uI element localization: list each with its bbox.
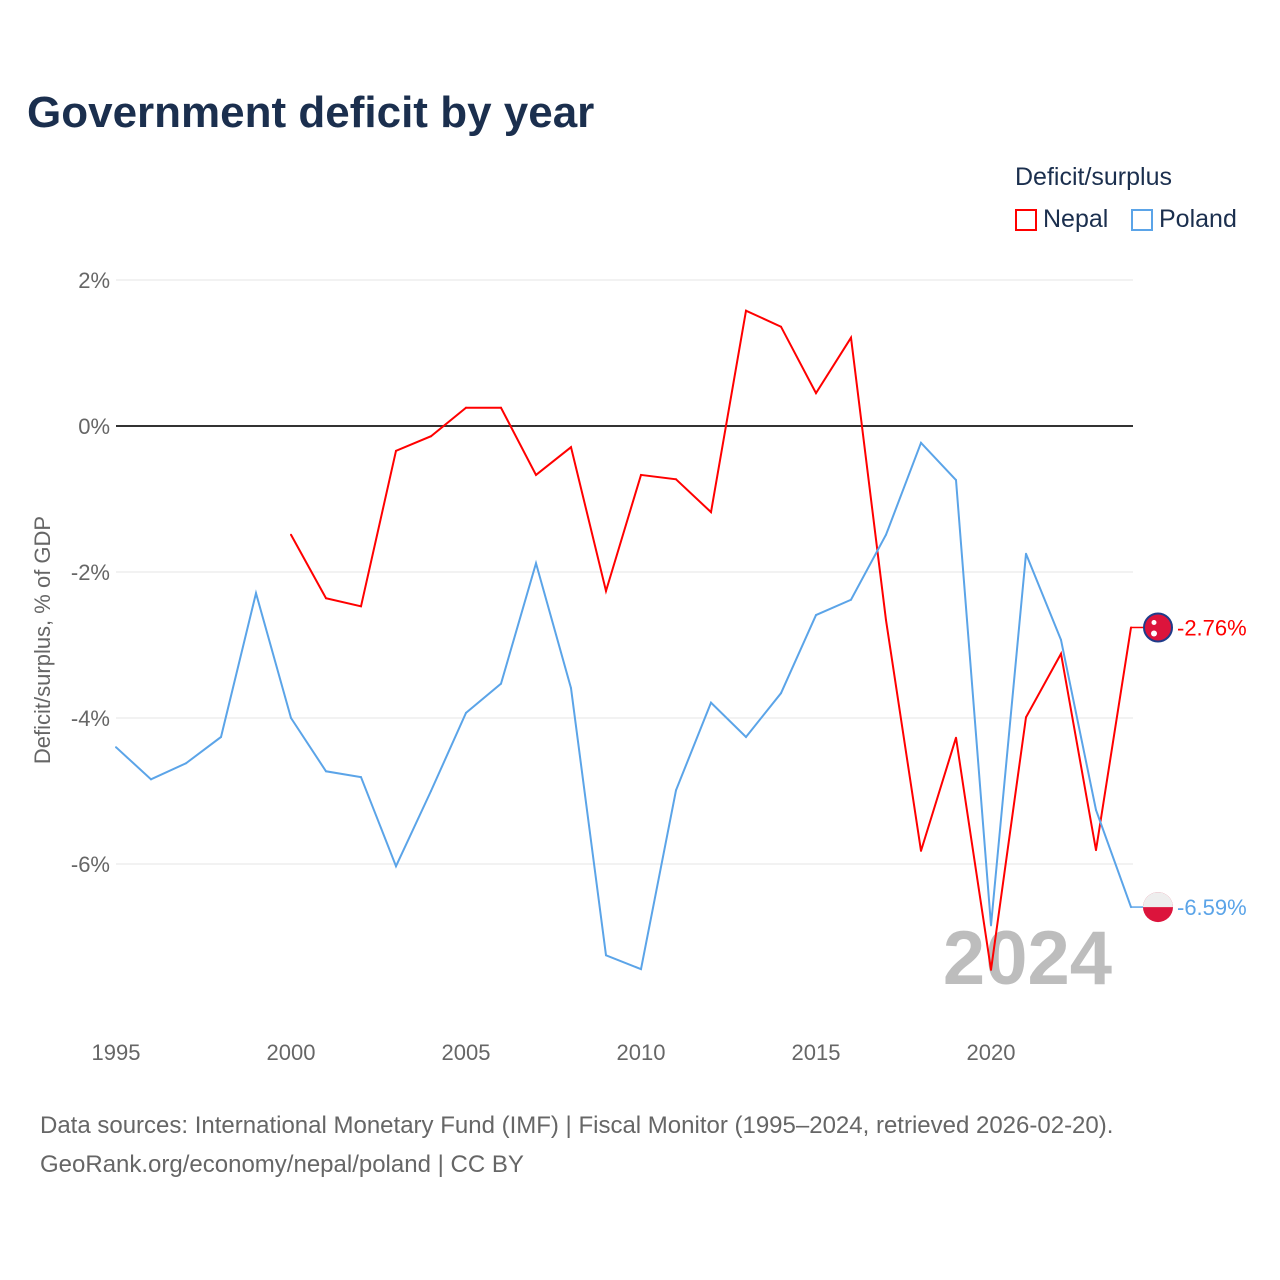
nepal-flag-sun [1151,630,1157,637]
x-tick-label: 2020 [967,1040,1016,1065]
poland-flag-white [1143,892,1173,908]
data-point-poland [990,924,992,927]
data-point-nepal [815,392,817,395]
data-point-nepal [1025,716,1027,719]
data-point-nepal [465,406,467,409]
data-point-poland [150,778,152,781]
data-point-poland [1095,808,1097,811]
year-watermark: 2024 [943,916,1112,1001]
data-point-nepal [395,449,397,452]
data-point-poland [570,687,572,690]
legend-label-nepal: Nepal [1043,205,1109,233]
x-tick-label: 2005 [442,1040,491,1065]
legend-swatch-poland [1131,208,1153,231]
chart-title: Government deficit by year [27,88,595,137]
data-point-poland [850,598,852,601]
data-point-poland [430,790,432,792]
data-point-poland [885,533,887,536]
data-point-poland [220,735,222,738]
data-point-poland [675,789,677,792]
data-point-nepal [885,619,887,622]
data-point-poland [955,479,957,482]
data-point-nepal [640,473,642,476]
data-point-poland [290,717,292,719]
end-value-label-poland: -6.59% [1177,895,1247,920]
legend-item-poland[interactable]: Poland [1131,205,1237,234]
data-point-poland [465,711,467,714]
nepal-flag-moon [1151,619,1157,625]
data-point-poland [325,770,327,773]
data-point-poland [500,682,502,685]
y-axis-label: Deficit/surplus, % of GDP [30,516,55,764]
data-point-nepal [570,446,572,449]
data-point-poland [395,865,397,868]
data-point-nepal [360,605,362,608]
data-point-poland [640,968,642,971]
data-point-nepal [710,511,712,514]
end-value-label-nepal: -2.76% [1177,615,1247,640]
data-point-poland [255,592,257,595]
chart-area: 2% 0% -2% -4% -6% 1995 2000 2005 2010 2015 2020 Def… [30,268,1247,1065]
data-point-poland [1025,552,1027,555]
data-point-nepal [675,478,677,481]
data-point-nepal [605,589,607,592]
x-tick-label: 1995 [92,1040,141,1065]
data-point-poland [185,762,187,765]
data-point-poland [115,746,117,749]
x-tick-label: 2010 [617,1040,666,1065]
footer: Data sources: International Monetary Fun… [40,1106,1113,1184]
y-tick-label: -2% [71,560,110,585]
y-tick-label: -6% [71,852,110,877]
data-point-poland [920,441,922,444]
x-tick-label: 2015 [792,1040,841,1065]
data-point-nepal [990,968,992,971]
data-point-nepal [745,309,747,312]
data-point-poland [780,692,782,695]
data-point-nepal [325,597,327,600]
data-point-poland [360,776,362,779]
attribution: GeoRank.org/economy/nepal/poland | CC BY [40,1151,524,1178]
data-point-nepal [290,533,292,536]
data-point-nepal [850,336,852,339]
data-point-poland [710,701,712,704]
legend-swatch-nepal [1015,208,1037,231]
x-tick-label: 2000 [267,1040,316,1065]
data-point-nepal [1095,849,1097,852]
data-point-nepal [535,473,537,476]
y-tick-label: 0% [78,414,110,439]
legend-item-nepal[interactable]: Nepal [1015,205,1108,234]
data-point-poland [605,954,607,957]
legend-label-poland: Poland [1159,205,1237,233]
data-point-nepal [500,406,502,409]
data-point-nepal [920,849,922,852]
data-point-poland [815,614,817,617]
y-tick-label: 2% [78,268,110,293]
series-line-poland [115,440,1132,971]
data-point-nepal [780,325,782,328]
series-line-nepal [290,309,1132,970]
data-point-nepal [955,736,957,739]
data-point-poland [1060,638,1062,641]
data-point-poland [535,562,537,565]
data-point-poland [745,735,747,738]
data-point-nepal [1060,652,1062,655]
legend-title: Deficit/surplus [1015,163,1172,191]
y-tick-label: -4% [71,706,110,731]
data-point-nepal [430,435,432,438]
nepal-flag-icon [1143,612,1173,643]
data-source-note: Data sources: International Monetary Fun… [40,1112,1114,1139]
